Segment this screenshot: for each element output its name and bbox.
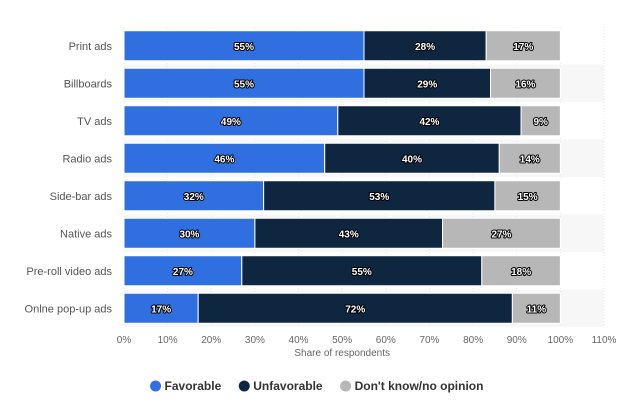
data-label: 27% xyxy=(491,229,511,240)
data-label: 43% xyxy=(339,229,359,240)
bar-segment[interactable] xyxy=(263,180,496,212)
legend-item[interactable]: Unfavorable xyxy=(253,379,323,393)
bar-segment[interactable] xyxy=(123,142,326,174)
x-tick-label: 30% xyxy=(245,335,265,346)
x-axis-title: Share of respondents xyxy=(294,348,390,359)
data-label: 28% xyxy=(415,42,435,53)
bar-segment[interactable] xyxy=(197,292,513,324)
data-label: 9% xyxy=(534,117,549,128)
data-label: 55% xyxy=(234,79,254,90)
legend-marker[interactable] xyxy=(238,380,250,392)
data-label: 29% xyxy=(417,79,437,90)
data-label: 55% xyxy=(234,42,254,53)
x-tick-label: 0% xyxy=(117,335,132,346)
category-label: Billboards xyxy=(64,78,113,90)
x-tick-label: 90% xyxy=(507,335,527,346)
data-label: 53% xyxy=(369,192,389,203)
data-label: 72% xyxy=(345,304,365,315)
legend-marker[interactable] xyxy=(150,380,162,392)
category-label: Pre-roll video ads xyxy=(26,266,112,278)
bar-segment[interactable] xyxy=(485,30,561,62)
bar-segment[interactable] xyxy=(481,255,561,287)
data-label: 49% xyxy=(221,117,241,128)
data-label: 46% xyxy=(214,154,234,165)
data-label: 15% xyxy=(518,192,538,203)
category-label: TV ads xyxy=(77,116,112,128)
legend-item[interactable]: Don't know/no opinion xyxy=(355,379,484,393)
bar-segment[interactable] xyxy=(123,292,199,324)
data-label: 17% xyxy=(513,42,533,53)
legend-marker[interactable] xyxy=(340,380,352,392)
data-label: 11% xyxy=(527,304,547,315)
data-label: 17% xyxy=(151,304,171,315)
x-tick-label: 70% xyxy=(419,335,439,346)
bar-segment[interactable] xyxy=(123,217,256,249)
bar-segment[interactable] xyxy=(254,217,444,249)
data-label: 42% xyxy=(419,117,439,128)
category-label: Native ads xyxy=(60,228,112,240)
bar-segment[interactable] xyxy=(123,180,265,212)
data-label: 14% xyxy=(520,154,540,165)
x-tick-label: 20% xyxy=(201,335,221,346)
bar-segment[interactable] xyxy=(337,105,522,137)
bar-segment[interactable] xyxy=(520,105,561,137)
bar-segment[interactable] xyxy=(363,30,487,62)
data-label: 18% xyxy=(511,267,531,278)
category-label: Radio ads xyxy=(62,153,112,165)
x-tick-label: 100% xyxy=(548,335,574,346)
legend-item[interactable]: Favorable xyxy=(165,379,222,393)
data-label: 16% xyxy=(515,79,535,90)
bar-segment[interactable] xyxy=(494,180,561,212)
data-label: 40% xyxy=(402,154,422,165)
category-label: Print ads xyxy=(69,41,113,53)
x-tick-label: 60% xyxy=(376,335,396,346)
x-tick-label: 110% xyxy=(592,335,617,346)
bar-segment[interactable] xyxy=(498,142,561,174)
bar-segment[interactable] xyxy=(324,142,500,174)
data-label: 55% xyxy=(352,267,372,278)
category-label: Side-bar ads xyxy=(50,191,113,203)
bar-segment[interactable] xyxy=(241,255,483,287)
data-label: 30% xyxy=(179,229,199,240)
data-label: 27% xyxy=(173,267,193,278)
data-label: 32% xyxy=(184,192,204,203)
bar-segment[interactable] xyxy=(442,217,561,249)
bar-segment[interactable] xyxy=(490,67,561,99)
x-tick-label: 80% xyxy=(463,335,483,346)
category-label: Onlne pop-up ads xyxy=(25,303,113,315)
bar-segment[interactable] xyxy=(511,292,561,324)
x-tick-label: 40% xyxy=(289,335,309,346)
bar-segment[interactable] xyxy=(123,30,365,62)
x-tick-label: 10% xyxy=(158,335,178,346)
x-tick-label: 50% xyxy=(332,335,352,346)
bar-segment[interactable] xyxy=(123,255,243,287)
